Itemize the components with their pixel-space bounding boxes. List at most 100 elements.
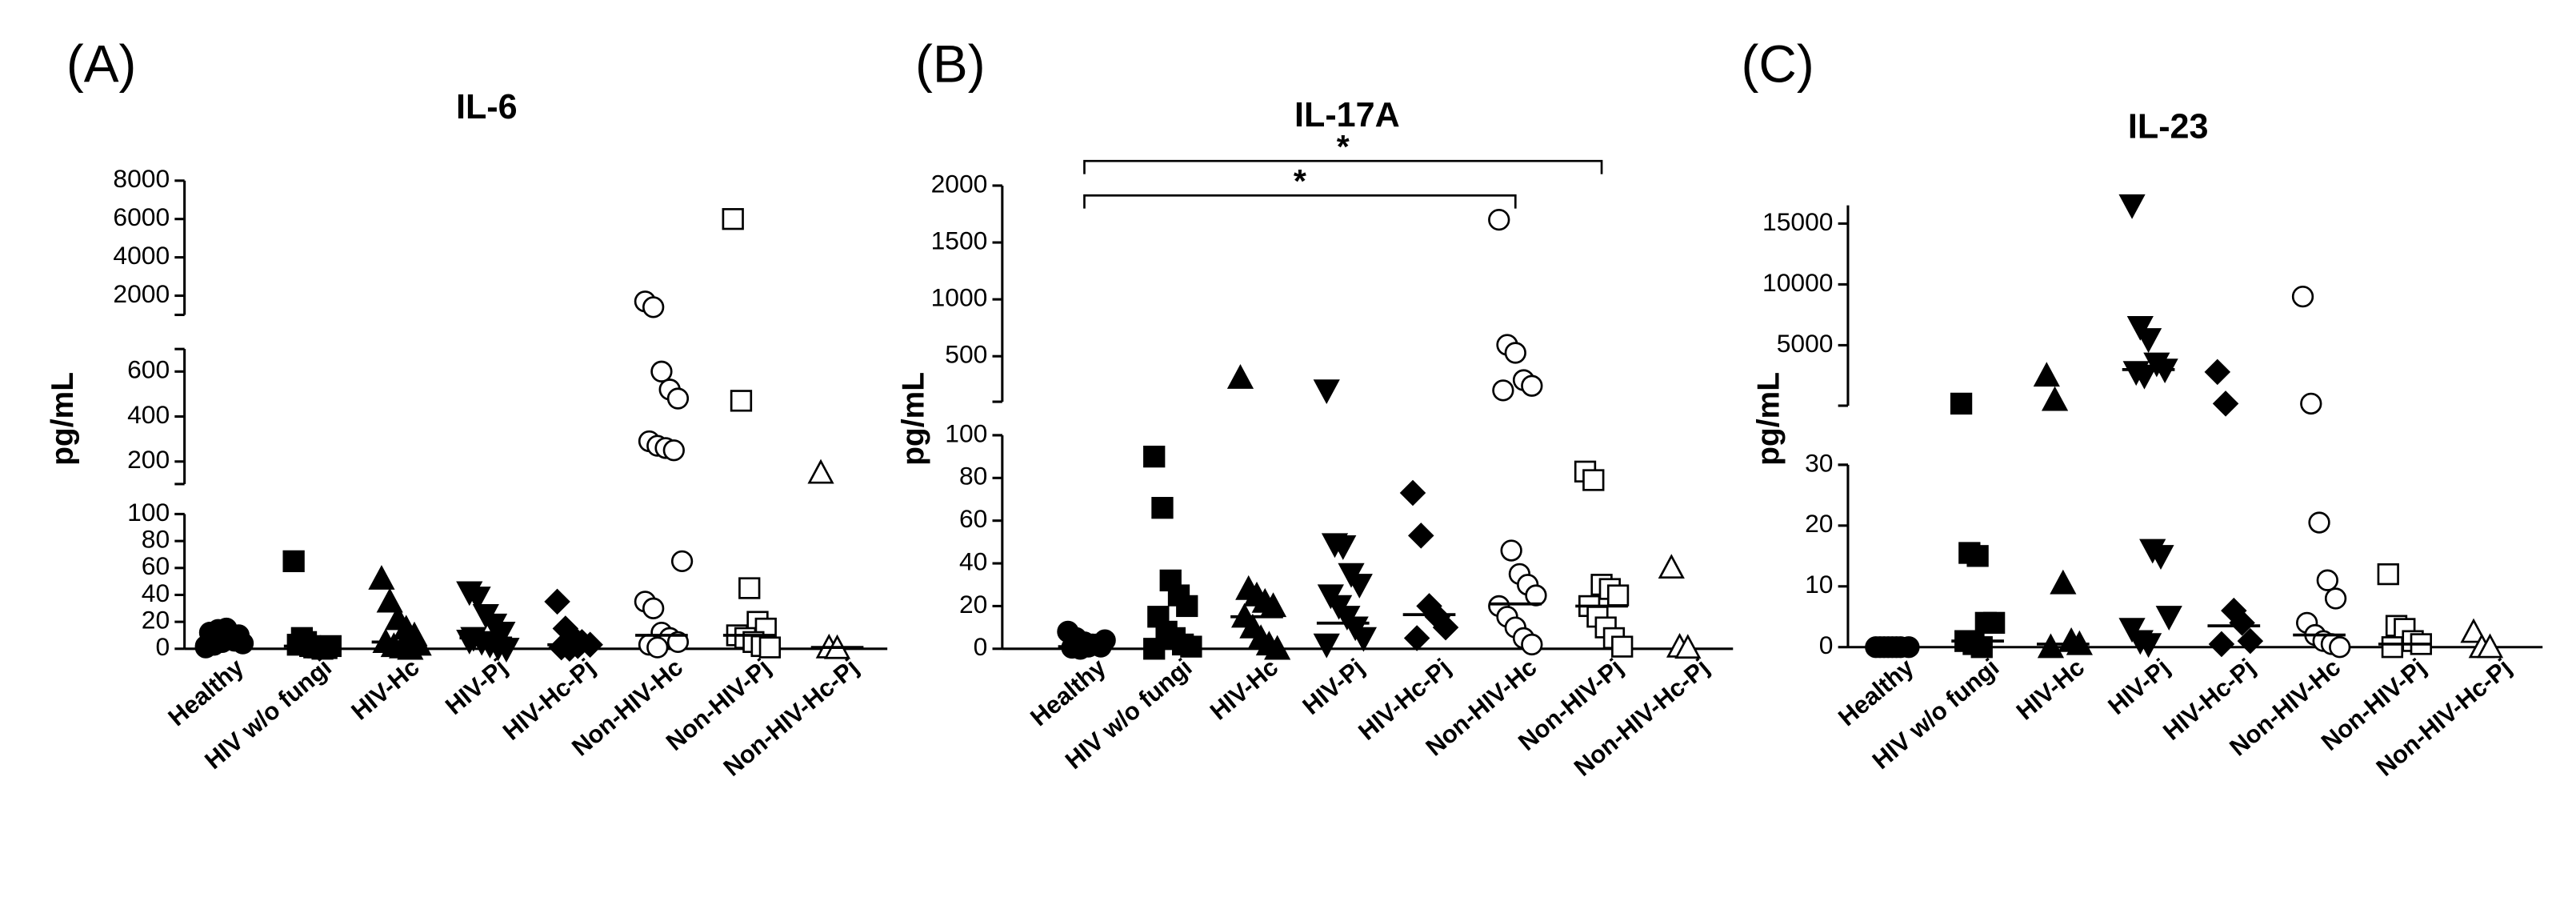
data-point [646, 636, 669, 659]
data-point [1582, 469, 1605, 491]
data-point [2155, 606, 2182, 631]
data-point [1658, 554, 1685, 579]
data-point [1094, 629, 1116, 651]
data-point [1674, 634, 1702, 659]
data-point [1226, 364, 1254, 389]
data-point [1606, 584, 1630, 607]
y-tick-label: 60 [142, 551, 170, 580]
y-tick-label: 200 [127, 445, 170, 474]
data-point [670, 550, 694, 573]
panel-label: (C) [1742, 35, 1814, 94]
data-point [1525, 584, 1547, 607]
y-axis-label: pg/mL [46, 372, 80, 466]
panel-label: (A) [66, 35, 137, 94]
data-point [1330, 535, 1357, 560]
data-point [1504, 342, 1526, 364]
data-point [1982, 611, 2006, 635]
y-tick-label: 0 [1819, 631, 1834, 659]
y-tick-label: 8000 [113, 164, 170, 193]
y-tick-label: 20 [142, 606, 170, 635]
data-point [2212, 390, 2239, 417]
data-point [666, 631, 690, 654]
chart-title: IL-17A [1294, 96, 1400, 134]
data-point [2476, 633, 2504, 659]
data-point [2126, 315, 2154, 341]
y-tick-label: 0 [974, 632, 988, 661]
data-point [456, 630, 483, 655]
data-point [2308, 511, 2330, 534]
data-point [2208, 631, 2235, 658]
y-tick-label: 2000 [931, 169, 988, 198]
data-point [642, 296, 665, 318]
data-point [1313, 633, 1340, 659]
data-point [2033, 362, 2060, 387]
data-point [2147, 545, 2174, 570]
data-point [730, 390, 753, 412]
significance-bracket [1083, 194, 1517, 209]
data-point [2037, 633, 2065, 659]
data-point [2237, 627, 2264, 655]
data-point [2130, 364, 2158, 390]
data-point [1176, 595, 1198, 618]
data-point [1264, 635, 1291, 660]
x-tick-label: HIV-Hc [2011, 653, 2090, 726]
data-point [1180, 635, 1202, 658]
y-axis-label: pg/mL [1752, 372, 1786, 466]
data-point [1408, 523, 1434, 549]
y-tick-label: 5000 [1777, 329, 1834, 358]
data-point [642, 597, 665, 619]
y-tick-label: 20 [1805, 509, 1833, 538]
y-tick-label: 1000 [931, 283, 988, 312]
data-point [1313, 379, 1340, 405]
y-tick-label: 500 [945, 340, 987, 369]
data-point [1143, 445, 1166, 468]
y-tick-label: 4000 [113, 241, 170, 270]
panel: (C)IL-23pg/mL010203050001000015000Health… [1742, 35, 2543, 782]
data-point [282, 550, 305, 573]
y-tick-label: 30 [1805, 448, 1833, 477]
data-point [807, 459, 834, 484]
y-tick-label: 400 [127, 400, 170, 429]
significance-label: * [1337, 128, 1350, 165]
data-point [2118, 194, 2146, 219]
data-point [666, 387, 690, 410]
data-point [1350, 627, 1378, 652]
data-point [1966, 545, 1989, 567]
data-point [489, 621, 516, 647]
data-point [2229, 610, 2255, 636]
y-tick-label: 100 [127, 498, 170, 527]
x-tick-label: Healthy [162, 653, 249, 731]
data-point [405, 631, 432, 656]
y-tick-label: 0 [155, 632, 170, 661]
chart-title: IL-23 [2128, 107, 2209, 146]
y-tick-label: 40 [142, 579, 170, 607]
y-tick-label: 1500 [931, 226, 988, 254]
significance-bracket [1083, 159, 1603, 174]
data-point [376, 587, 403, 613]
y-tick-label: 80 [959, 462, 987, 491]
data-point [1432, 614, 1459, 641]
y-tick-label: 6000 [113, 202, 170, 231]
x-tick-label: HIV-Hc [1205, 653, 1283, 726]
x-tick-label: HIV-Pj [2102, 653, 2175, 720]
panel-label: (B) [915, 35, 986, 94]
data-point [2324, 587, 2347, 610]
data-point [1500, 539, 1522, 562]
data-point [1346, 574, 1373, 599]
y-tick-label: 10 [1805, 570, 1833, 599]
data-point [2300, 392, 2322, 415]
panel: (B) IL-17A pg/mL 0 20 40 60 80 100 500 1000 1500 200… [896, 35, 1734, 782]
data-point [1611, 635, 1634, 658]
data-point [2118, 618, 2146, 643]
data-point [738, 577, 761, 599]
data-point [2381, 636, 2404, 659]
y-tick-label: 100 [945, 418, 987, 447]
data-point [662, 439, 685, 462]
y-tick-label: 10000 [1762, 268, 1833, 297]
data-point [1151, 497, 1174, 519]
data-point [2329, 636, 2351, 659]
data-point [2041, 386, 2069, 411]
data-point [1521, 633, 1543, 656]
